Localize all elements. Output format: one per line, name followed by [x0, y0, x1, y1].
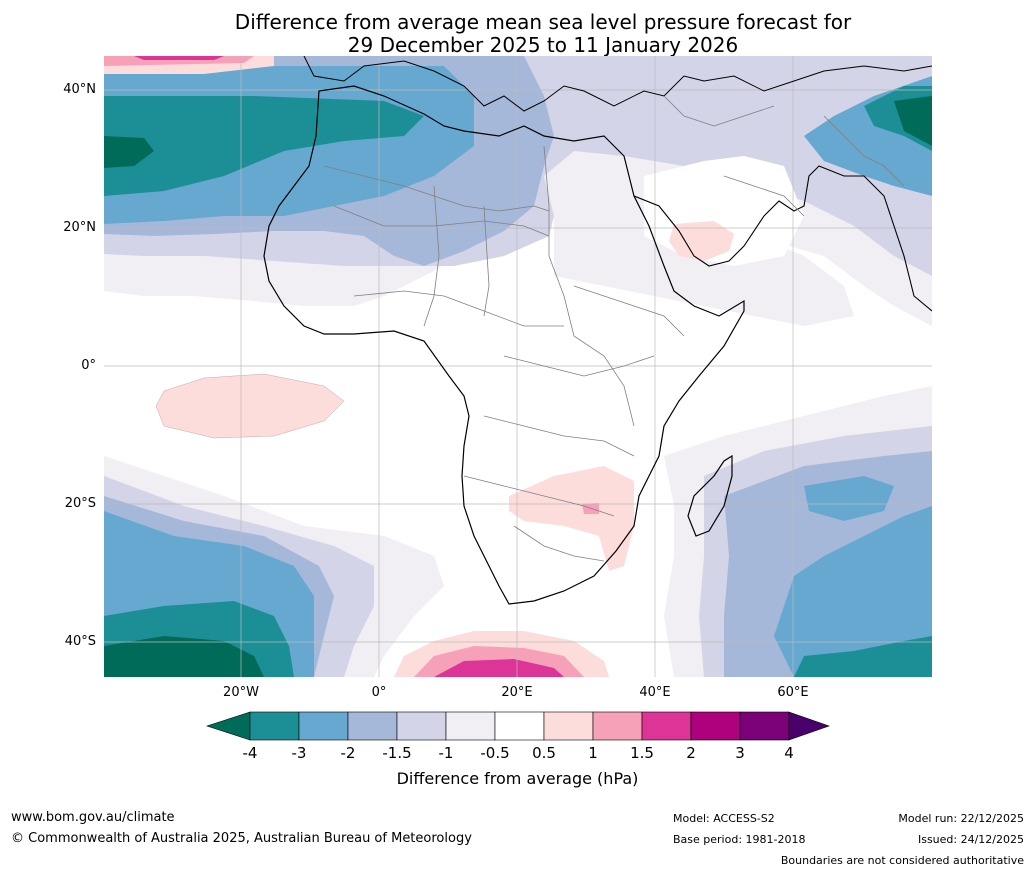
colorbar: [206, 711, 830, 741]
colorbar-swatch-8: [592, 711, 643, 741]
arabia-coastline: [633, 165, 932, 312]
contour-north-4: [104, 96, 424, 196]
colorbar-swatch-7: [543, 711, 594, 741]
colorbar-tick: 0.5: [532, 744, 556, 762]
title-line-1: Difference from average mean sea level p…: [234, 10, 852, 34]
graticule: [104, 56, 932, 677]
lat-label-20n: 20°N: [63, 220, 96, 235]
colorbar-swatch-6: [494, 711, 545, 741]
colorbar-tick: 2: [686, 744, 696, 762]
africa-coastline: [263, 85, 745, 605]
colorbar-swatch-10: [690, 711, 741, 741]
contour-sw-5: [104, 636, 264, 677]
base-period: Base period: 1981-2018: [673, 833, 806, 846]
contour-se-3: [774, 506, 932, 677]
colorbar-swatch-2: [298, 711, 349, 741]
lon-label-20w: 20°W: [223, 685, 259, 700]
colorbar-tick: -1: [438, 744, 454, 762]
lon-label-0: 0°: [371, 685, 387, 700]
contour-pos-south-3: [434, 659, 564, 677]
colorbar-tick: -1.5: [382, 744, 412, 762]
lon-label-20e: 20°E: [501, 685, 533, 700]
contour-pos-atlantic: [155, 373, 345, 439]
model-run-date: Model run: 22/12/2025: [898, 812, 1024, 825]
issued-date: Issued: 24/12/2025: [917, 833, 1024, 846]
europe-coastline: [303, 56, 932, 112]
boundary-disclaimer: Boundaries are not considered authoritat…: [780, 854, 1024, 867]
copyright-text: © Commonwealth of Australia 2025, Austra…: [11, 831, 472, 846]
colorbar-swatch-1: [249, 711, 300, 741]
lon-label-40e: 40°E: [639, 685, 671, 700]
country-borders: [323, 95, 905, 562]
colorbar-swatch-3: [347, 711, 398, 741]
contour-se-4: [794, 636, 932, 677]
model-name: Model: ACCESS-S2: [673, 812, 775, 825]
website-link[interactable]: www.bom.gov.au/climate: [11, 810, 175, 825]
lat-label-0: 0°: [81, 358, 96, 373]
contour-pos-africa-s: [509, 466, 634, 571]
colorbar-tick: 1: [588, 744, 598, 762]
contour-pos-arabia: [669, 221, 734, 261]
colorbar-swatch-4: [396, 711, 447, 741]
madagascar: [687, 454, 733, 537]
colorbar-tick: -2: [340, 744, 356, 762]
colorbar-swatch-5: [445, 711, 496, 741]
colorbar-tick: -3: [291, 744, 307, 762]
lon-label-60e: 60°E: [777, 685, 809, 700]
colorbar-swatch-12: [788, 711, 830, 741]
colorbar-swatch-11: [739, 711, 790, 741]
colorbar-tick: 4: [784, 744, 794, 762]
colorbar-swatch-0: [206, 711, 251, 741]
contour-north-5: [104, 136, 154, 168]
lat-label-40n: 40°N: [63, 82, 96, 97]
contour-sahara-light: [554, 206, 854, 326]
colorbar-tick: -4: [242, 744, 258, 762]
colorbar-swatch-9: [641, 711, 692, 741]
contour-east-dark: [894, 96, 932, 146]
lat-label-40s: 40°S: [64, 634, 96, 649]
title-line-2: 29 December 2025 to 11 January 2026: [347, 33, 739, 57]
pressure-anomaly-map: [104, 56, 932, 677]
colorbar-label: Difference from average (hPa): [396, 769, 639, 788]
colorbar-tick: 1.5: [630, 744, 654, 762]
lat-label-20s: 20°S: [64, 496, 96, 511]
colorbar-tick: -0.5: [480, 744, 510, 762]
colorbar-tick: 3: [735, 744, 745, 762]
contour-topleft-pos3: [134, 56, 224, 60]
contour-se-blob: [804, 476, 894, 521]
